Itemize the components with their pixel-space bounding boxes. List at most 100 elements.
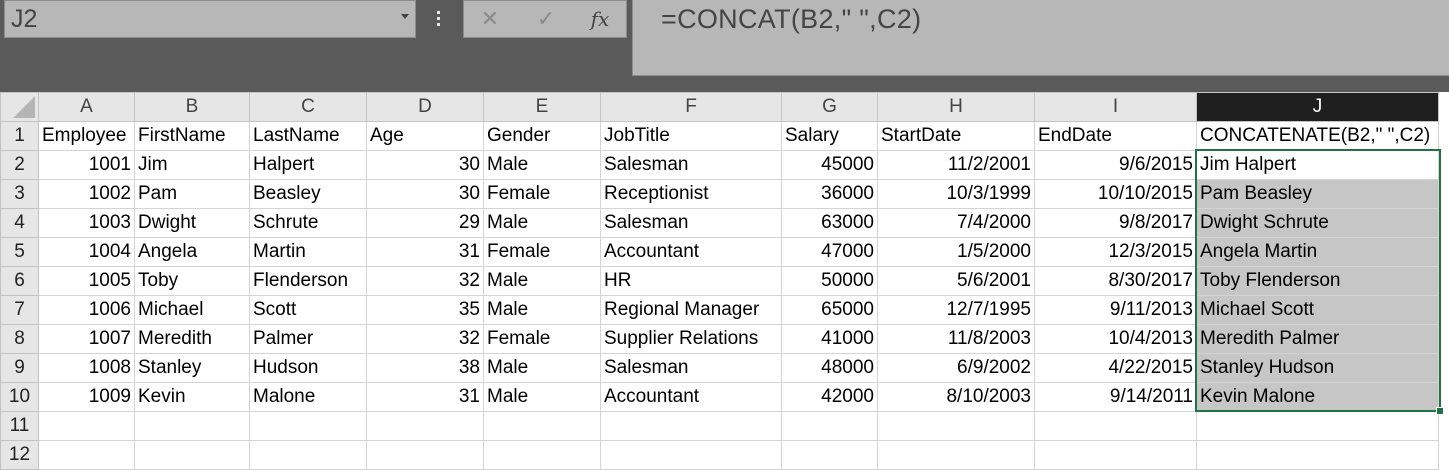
cell-j9[interactable]: Stanley Hudson	[1196, 353, 1439, 383]
cell-i6[interactable]: 8/30/2017	[1034, 266, 1197, 296]
cell-j2[interactable]: Jim Halpert	[1196, 150, 1439, 180]
cell-f1[interactable]: JobTitle	[600, 121, 782, 151]
cell-f7[interactable]: Regional Manager	[600, 295, 782, 325]
cell-i11[interactable]	[1034, 411, 1197, 441]
cell-i3[interactable]: 10/10/2015	[1034, 179, 1197, 209]
enter-icon[interactable]: ✓	[536, 6, 556, 31]
cell-a7[interactable]: 1006	[38, 295, 135, 325]
column-header-c[interactable]: C	[249, 92, 367, 122]
cell-g11[interactable]	[781, 411, 878, 441]
insert-function-icon[interactable]: fx	[590, 7, 610, 31]
cell-b4[interactable]: Dwight	[134, 208, 250, 238]
cell-b9[interactable]: Stanley	[134, 353, 250, 383]
cell-i1[interactable]: EndDate	[1034, 121, 1197, 151]
cell-i8[interactable]: 10/4/2013	[1034, 324, 1197, 354]
column-header-j[interactable]: J	[1196, 92, 1439, 122]
cell-c9[interactable]: Hudson	[249, 353, 367, 383]
row-header[interactable]: 11	[0, 411, 39, 441]
cell-i9[interactable]: 4/22/2015	[1034, 353, 1197, 383]
cell-e6[interactable]: Male	[483, 266, 601, 296]
select-all-button[interactable]	[0, 92, 39, 122]
cell-e7[interactable]: Male	[483, 295, 601, 325]
cell-g1[interactable]: Salary	[781, 121, 878, 151]
row-header[interactable]: 2	[0, 150, 39, 180]
cell-a5[interactable]: 1004	[38, 237, 135, 267]
cell-g9[interactable]: 48000	[781, 353, 878, 383]
cell-d3[interactable]: 30	[366, 179, 484, 209]
cell-b11[interactable]	[134, 411, 250, 441]
cancel-icon[interactable]: ✕	[480, 6, 500, 31]
cell-d9[interactable]: 38	[366, 353, 484, 383]
cell-h4[interactable]: 7/4/2000	[877, 208, 1035, 238]
cell-f11[interactable]	[600, 411, 782, 441]
column-header-f[interactable]: F	[600, 92, 782, 122]
cell-j1[interactable]: CONCATENATE(B2," ",C2)	[1196, 121, 1439, 151]
cell-a1[interactable]: Employee	[38, 121, 135, 151]
cell-a6[interactable]: 1005	[38, 266, 135, 296]
cell-d6[interactable]: 32	[366, 266, 484, 296]
cell-f8[interactable]: Supplier Relations	[600, 324, 782, 354]
cell-f10[interactable]: Accountant	[600, 382, 782, 412]
cell-i12[interactable]	[1034, 440, 1197, 470]
cell-b8[interactable]: Meredith	[134, 324, 250, 354]
cell-d7[interactable]: 35	[366, 295, 484, 325]
cell-a12[interactable]	[38, 440, 135, 470]
cell-i5[interactable]: 12/3/2015	[1034, 237, 1197, 267]
column-header-d[interactable]: D	[366, 92, 484, 122]
column-header-a[interactable]: A	[38, 92, 135, 122]
column-header-b[interactable]: B	[134, 92, 250, 122]
cell-c10[interactable]: Malone	[249, 382, 367, 412]
name-box-dropdown-icon[interactable]	[401, 14, 409, 19]
cell-g5[interactable]: 47000	[781, 237, 878, 267]
cell-a9[interactable]: 1008	[38, 353, 135, 383]
cell-c2[interactable]: Halpert	[249, 150, 367, 180]
cell-h9[interactable]: 6/9/2002	[877, 353, 1035, 383]
cell-f5[interactable]: Accountant	[600, 237, 782, 267]
cell-j10[interactable]: Kevin Malone	[1196, 382, 1439, 412]
cell-d5[interactable]: 31	[366, 237, 484, 267]
cell-c11[interactable]	[249, 411, 367, 441]
cell-e3[interactable]: Female	[483, 179, 601, 209]
cell-j4[interactable]: Dwight Schrute	[1196, 208, 1439, 238]
cell-g2[interactable]: 45000	[781, 150, 878, 180]
cell-a3[interactable]: 1002	[38, 179, 135, 209]
cell-c6[interactable]: Flenderson	[249, 266, 367, 296]
cell-f6[interactable]: HR	[600, 266, 782, 296]
cell-b1[interactable]: FirstName	[134, 121, 250, 151]
cell-a11[interactable]	[38, 411, 135, 441]
cell-h6[interactable]: 5/6/2001	[877, 266, 1035, 296]
column-header-h[interactable]: H	[877, 92, 1035, 122]
cell-e11[interactable]	[483, 411, 601, 441]
cell-h7[interactable]: 12/7/1995	[877, 295, 1035, 325]
cell-j11[interactable]	[1196, 411, 1439, 441]
cell-d10[interactable]: 31	[366, 382, 484, 412]
cell-j3[interactable]: Pam Beasley	[1196, 179, 1439, 209]
cell-d8[interactable]: 32	[366, 324, 484, 354]
more-options-icon[interactable]	[428, 8, 448, 32]
cell-a8[interactable]: 1007	[38, 324, 135, 354]
cell-j12[interactable]	[1196, 440, 1439, 470]
row-header[interactable]: 3	[0, 179, 39, 209]
cell-e2[interactable]: Male	[483, 150, 601, 180]
cell-c8[interactable]: Palmer	[249, 324, 367, 354]
cell-e12[interactable]	[483, 440, 601, 470]
cell-e10[interactable]: Male	[483, 382, 601, 412]
cell-d2[interactable]: 30	[366, 150, 484, 180]
cell-g4[interactable]: 63000	[781, 208, 878, 238]
cell-a10[interactable]: 1009	[38, 382, 135, 412]
cell-c12[interactable]	[249, 440, 367, 470]
cell-j6[interactable]: Toby Flenderson	[1196, 266, 1439, 296]
cell-h5[interactable]: 1/5/2000	[877, 237, 1035, 267]
cell-j8[interactable]: Meredith Palmer	[1196, 324, 1439, 354]
row-header[interactable]: 9	[0, 353, 39, 383]
cell-c4[interactable]: Schrute	[249, 208, 367, 238]
cell-g8[interactable]: 41000	[781, 324, 878, 354]
cell-b7[interactable]: Michael	[134, 295, 250, 325]
cell-c5[interactable]: Martin	[249, 237, 367, 267]
cell-i4[interactable]: 9/8/2017	[1034, 208, 1197, 238]
row-header[interactable]: 12	[0, 440, 39, 470]
cell-g10[interactable]: 42000	[781, 382, 878, 412]
cell-c3[interactable]: Beasley	[249, 179, 367, 209]
cell-a4[interactable]: 1003	[38, 208, 135, 238]
cell-c7[interactable]: Scott	[249, 295, 367, 325]
